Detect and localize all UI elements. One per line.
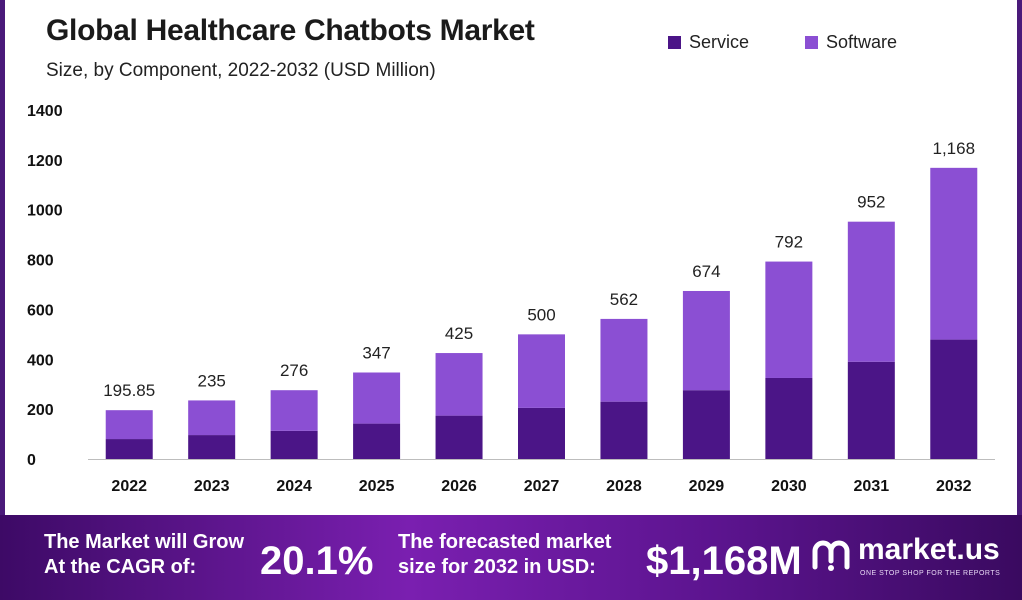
bar-segment-software — [518, 334, 565, 408]
bar-segment-service — [270, 430, 318, 459]
bar-total-label: 674 — [692, 262, 720, 281]
y-tick-label: 400 — [27, 352, 54, 369]
bar-segment-service — [188, 435, 236, 459]
y-tick-label: 800 — [27, 253, 54, 270]
bar-segment-software — [435, 353, 483, 416]
bar-segment-service — [600, 401, 648, 459]
cagr-value: 20.1% — [260, 539, 374, 583]
brand-logo: market.us ONE STOP SHOP FOR THE REPORTS — [810, 533, 1010, 583]
bar-segment-software — [270, 390, 318, 431]
bar-total-label: 500 — [527, 305, 555, 324]
y-tick-label: 200 — [27, 402, 54, 419]
y-tick-label: 600 — [27, 302, 54, 319]
x-tick-label: 2027 — [524, 478, 560, 495]
chart-subtitle: Size, by Component, 2022-2032 (USD Milli… — [46, 60, 436, 81]
bar-segment-software — [682, 290, 730, 391]
bar-segment-software — [600, 318, 648, 402]
x-tick-label: 2026 — [441, 478, 477, 495]
y-tick-label: 1000 — [27, 203, 63, 220]
bar-total-label: 195.85 — [103, 381, 155, 400]
forecast-text-line1: The forecasted market — [398, 531, 612, 553]
bar-segment-software — [847, 221, 895, 362]
x-tick-label: 2024 — [276, 478, 312, 495]
x-tick-label: 2029 — [689, 478, 725, 495]
legend-label-service: Service — [689, 32, 750, 52]
y-tick-label: 0 — [27, 452, 36, 469]
bar-segment-service — [847, 361, 895, 459]
x-tick-label: 2025 — [359, 478, 395, 495]
x-tick-label: 2023 — [194, 478, 230, 495]
bar-segment-software — [765, 261, 813, 378]
x-tick-label: 2022 — [111, 478, 147, 495]
bar-segment-service — [353, 423, 401, 459]
x-tick-label: 2032 — [936, 478, 972, 495]
bar-total-label: 347 — [362, 343, 390, 362]
stacked-bar-chart: 0 200 400 600 800 1000 1200 1400 195.85 2022 235 20… — [27, 103, 995, 495]
y-tick-label: 1200 — [27, 153, 63, 170]
right-frame-border — [1017, 0, 1022, 515]
bar-total-label: 425 — [445, 324, 473, 343]
bar-total-label: 235 — [197, 371, 225, 390]
legend-item-service: Service — [668, 32, 749, 53]
cagr-text: The Market will Grow At the CAGR of: — [44, 530, 244, 580]
bar-segment-service — [930, 339, 978, 459]
forecast-text: The forecasted market size for 2032 in U… — [398, 530, 611, 580]
bar-segment-service — [435, 415, 483, 459]
x-tick-label: 2028 — [606, 478, 642, 495]
bar-segment-service — [765, 377, 813, 459]
bar-segment-software — [188, 400, 236, 436]
x-tick-label: 2030 — [771, 478, 807, 495]
x-tick-label: 2031 — [854, 478, 890, 495]
bar-segment-service — [682, 390, 730, 459]
forecast-value: $1,168M — [646, 539, 802, 583]
bar-segment-service — [518, 407, 565, 459]
legend-swatch-software — [805, 36, 818, 49]
cagr-text-line2: At the CAGR of: — [44, 556, 197, 578]
brand-tagline: ONE STOP SHOP FOR THE REPORTS — [860, 570, 1001, 577]
bar-segment-software — [353, 372, 401, 424]
bar-total-label: 952 — [857, 193, 885, 212]
bar-total-label: 276 — [280, 361, 308, 380]
legend-item-software: Software — [805, 32, 897, 53]
forecast-text-line2: size for 2032 in USD: — [398, 556, 596, 578]
bar-total-label: 792 — [775, 233, 803, 252]
left-frame-border — [0, 0, 5, 515]
market-us-logo-icon — [812, 540, 850, 571]
y-tick-label: 1400 — [27, 103, 63, 120]
cagr-text-line1: The Market will Grow — [44, 531, 245, 553]
legend-swatch-service — [668, 36, 681, 49]
brand-name: market.us — [858, 533, 1000, 566]
bar-total-label: 1,168 — [932, 139, 975, 158]
bar-segment-service — [105, 439, 153, 459]
summary-banner: The Market will Grow At the CAGR of: 20.… — [0, 515, 1022, 600]
bar-segment-software — [930, 167, 978, 340]
legend-label-software: Software — [826, 32, 898, 52]
chart-title: Global Healthcare Chatbots Market — [46, 14, 535, 47]
bar-total-label: 562 — [610, 290, 638, 309]
bar-segment-software — [105, 410, 153, 440]
